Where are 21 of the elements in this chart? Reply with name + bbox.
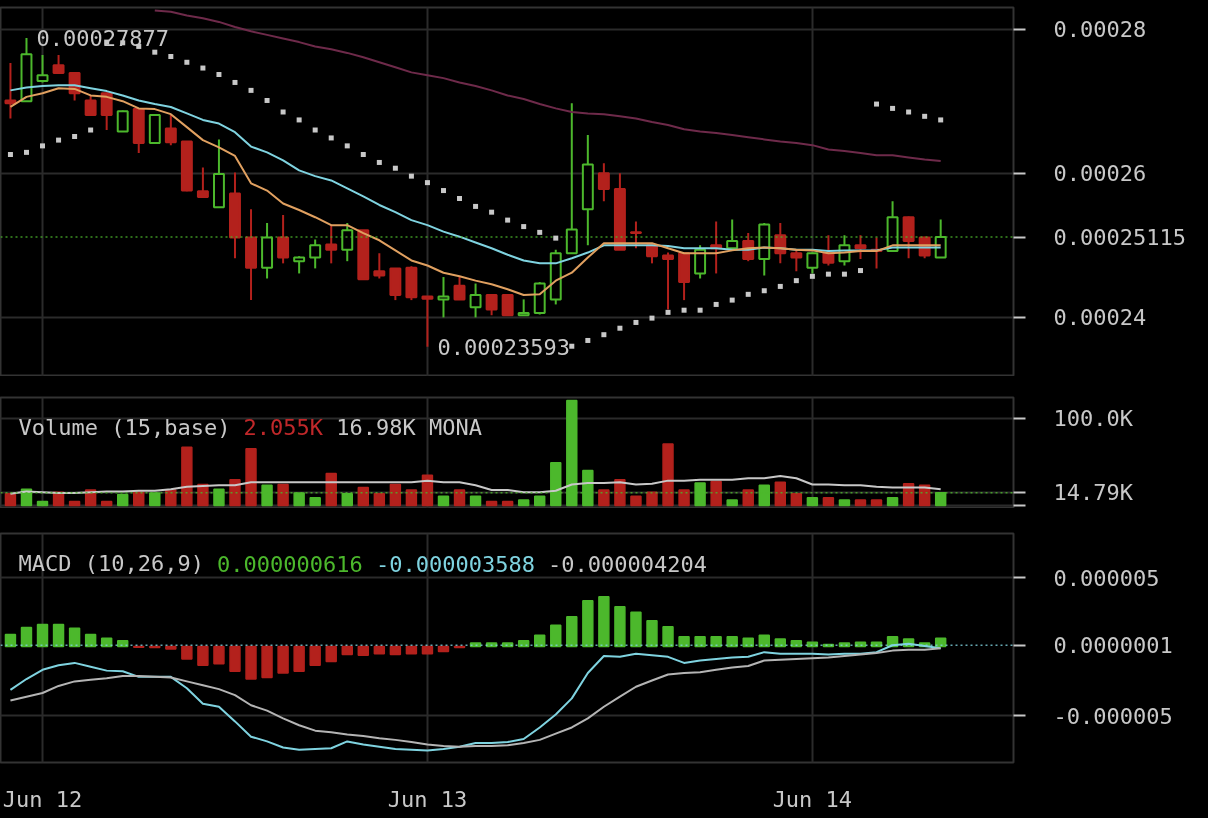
y-tick-label: 14.79K bbox=[1053, 480, 1134, 506]
annotation: 2.055K bbox=[243, 415, 324, 440]
ref-line-label: 0.00025115 bbox=[1053, 225, 1186, 251]
annotation: 0.00023593 bbox=[437, 334, 570, 360]
annotation: 16.98K MONA bbox=[336, 415, 482, 440]
y-tick-label: 100.0K bbox=[1053, 406, 1134, 432]
text: Volume (15,base) bbox=[18, 415, 231, 440]
y-tick-label: 0.00026 bbox=[1053, 161, 1147, 187]
x-tick-label: Jun 12 bbox=[2, 786, 83, 812]
annotation: -0.000003588 bbox=[375, 551, 535, 577]
y-tick-label: 0.00024 bbox=[1053, 305, 1147, 331]
x-tick-label: Jun 13 bbox=[387, 786, 468, 812]
y-tick-label: 0.00028 bbox=[1053, 17, 1147, 43]
text: MACD (10,26,9) bbox=[18, 551, 204, 576]
x-tick-label: Jun 14 bbox=[772, 786, 853, 812]
ref-line-label: 0.0000001 bbox=[1053, 633, 1173, 659]
annotation: 0.000000616 bbox=[217, 551, 363, 577]
annotation: -0.000004204 bbox=[548, 551, 708, 577]
annotation: 0.00027877 bbox=[36, 25, 169, 51]
y-tick-label: -0.000005 bbox=[1053, 703, 1173, 729]
y-tick-label: 0.000005 bbox=[1053, 565, 1160, 591]
